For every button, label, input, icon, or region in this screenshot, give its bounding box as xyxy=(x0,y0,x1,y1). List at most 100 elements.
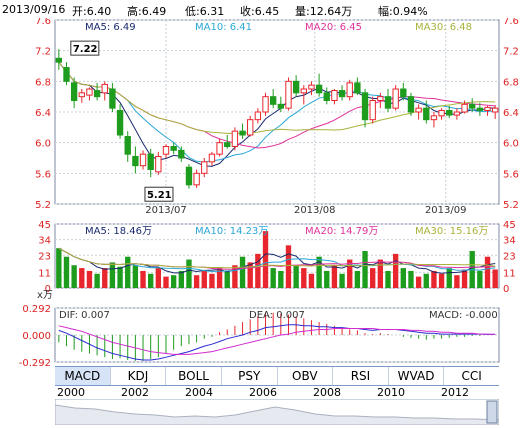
candle-body xyxy=(224,142,231,147)
header-low: 低:6.31 xyxy=(185,5,225,18)
tab-boll[interactable]: BOLL xyxy=(166,367,222,385)
overview-year: 2000 xyxy=(57,386,85,399)
volume-bar xyxy=(331,265,338,288)
header-volume: 量:12.64万 xyxy=(295,5,353,18)
candle-body xyxy=(491,107,499,113)
tab-kdj[interactable]: KDJ xyxy=(111,367,167,385)
candle-body xyxy=(338,90,346,98)
candle-body xyxy=(407,96,415,113)
volume-bar xyxy=(193,275,200,288)
overview-year: 2012 xyxy=(441,386,469,399)
price-ytick-right: 6.0 xyxy=(503,139,519,150)
macd-dea-line xyxy=(58,325,496,355)
ma-legend: MA10: 6.41 xyxy=(195,22,252,33)
volume-bar xyxy=(178,270,184,288)
price-ytick-right: 5.2 xyxy=(503,200,519,211)
volume-ytick-right: 45 xyxy=(503,220,516,231)
volume-bar xyxy=(316,256,322,288)
candle-body xyxy=(70,82,78,102)
price-ytick-left: 5.2 xyxy=(35,200,51,211)
ma10-line xyxy=(58,61,496,163)
tab-wvad[interactable]: WVAD xyxy=(389,367,445,385)
ma-legend: MA30: 6.48 xyxy=(415,22,472,33)
volume-bar xyxy=(408,270,414,288)
candle-body xyxy=(247,119,254,136)
date-label: 2013/07 xyxy=(145,205,187,216)
candle-body xyxy=(300,88,307,94)
macd-dif-label: DIF: 0.007 xyxy=(59,310,110,321)
candle-body xyxy=(178,149,185,159)
volume-ytick-left: 23 xyxy=(38,251,51,262)
date-label: 2013/09 xyxy=(425,205,467,216)
candle-body xyxy=(132,155,139,167)
overview-year: 2008 xyxy=(313,386,341,399)
volume-bar xyxy=(239,256,246,288)
volume-bar xyxy=(415,276,422,288)
candle-body xyxy=(269,96,277,105)
overview-year: 2006 xyxy=(249,386,277,399)
tab-psy[interactable]: PSY xyxy=(222,367,278,385)
candle-body xyxy=(446,109,453,116)
macd-ytick: -0.292 xyxy=(19,358,51,366)
candle-body xyxy=(254,111,262,121)
volume-bar xyxy=(446,268,452,288)
price-ytick-left: 6.8 xyxy=(35,77,51,88)
volume-bar xyxy=(79,268,85,288)
header-close: 收:6.45 xyxy=(240,5,280,18)
volume-bar xyxy=(71,265,77,288)
volume-bar xyxy=(423,273,429,288)
volume-bar xyxy=(377,259,384,288)
volume-bar xyxy=(255,253,261,288)
volume-bar xyxy=(270,268,276,288)
candle-body xyxy=(109,88,116,109)
volume-ma-legend: MA10: 14.23万 xyxy=(195,226,268,237)
history-overview[interactable] xyxy=(55,399,499,425)
range-handle[interactable] xyxy=(486,400,498,424)
candle-body xyxy=(285,80,292,109)
volume-bar xyxy=(301,268,307,288)
volume-bar xyxy=(484,256,491,288)
volume-ma-legend: MA20: 14.79万 xyxy=(305,226,378,237)
volume-bar xyxy=(354,270,361,288)
candle-body xyxy=(201,161,208,174)
high-annotation: 7.22 xyxy=(73,44,98,55)
stock-chart[interactable]: 7.6 7.6 7.2 7.2 6.8 6.8 6.4 6.4 6.0 6.0 5.6 5.6 5.2 5… xyxy=(0,18,525,366)
header-open: 开:6.40 xyxy=(72,5,112,18)
volume-bar xyxy=(125,256,131,288)
volume-bar xyxy=(224,270,230,288)
volume-bar xyxy=(201,270,207,288)
volume-bar xyxy=(285,245,292,288)
candle-body xyxy=(147,153,154,171)
macd-dea-label: DEA: 0.007 xyxy=(249,310,305,321)
macd-value-label: MACD: -0.000 xyxy=(429,310,498,321)
ma30-line xyxy=(58,61,496,134)
tab-rsi[interactable]: RSI xyxy=(333,367,389,385)
volume-bar xyxy=(163,276,169,288)
candle-body xyxy=(231,130,239,147)
date-label: 2013/08 xyxy=(294,205,336,216)
candle-body xyxy=(292,80,300,94)
candle-body xyxy=(400,88,407,98)
tab-obv[interactable]: OBV xyxy=(278,367,334,385)
volume-ytick-left: 0 xyxy=(45,284,51,295)
candle-body xyxy=(315,84,323,94)
overview-area xyxy=(55,404,499,425)
candle-body xyxy=(93,90,101,98)
overview-year: 2010 xyxy=(377,386,405,399)
volume-bar xyxy=(109,262,116,288)
candle-body xyxy=(438,109,445,117)
volume-bar xyxy=(347,259,353,288)
volume-bar xyxy=(461,269,468,288)
tab-cci[interactable]: CCI xyxy=(461,369,482,383)
volume-ytick-right: 23 xyxy=(503,251,516,262)
volume-bar xyxy=(262,231,269,288)
price-ytick-left: 7.2 xyxy=(35,47,51,58)
volume-bar xyxy=(392,253,399,288)
tab-macd[interactable]: MACD xyxy=(55,367,111,385)
candle-body xyxy=(423,107,430,121)
volume-bar xyxy=(362,251,368,288)
volume-ytick-left: 34 xyxy=(38,236,51,247)
volume-bar xyxy=(117,266,123,288)
price-ytick-left: 6.0 xyxy=(35,139,51,150)
overview-years: 2000 2002 2004 2006 2008 2010 2012 xyxy=(55,386,499,399)
